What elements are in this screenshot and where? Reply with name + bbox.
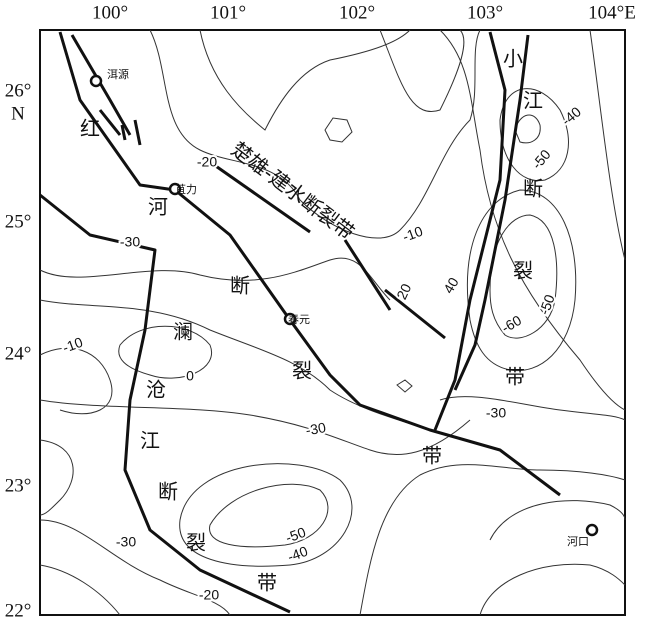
- fault-char: 断: [158, 480, 178, 504]
- contour-label: -20: [199, 587, 219, 603]
- fault-line: [70, 34, 132, 136]
- place-name: 苴力: [175, 183, 197, 196]
- map-frame: [39, 29, 626, 616]
- fault-char: 江: [140, 429, 160, 453]
- place-marker: [168, 182, 182, 196]
- contour: [209, 483, 329, 548]
- fault-char: 沧: [146, 378, 166, 402]
- contour: [118, 325, 213, 379]
- contour: [199, 29, 411, 131]
- contour: [439, 396, 626, 421]
- contour: [149, 29, 481, 239]
- contour-label: -30: [116, 534, 136, 550]
- contour-label: -30: [304, 419, 327, 438]
- contour: [39, 519, 231, 616]
- place-marker: [89, 74, 103, 88]
- fault-line: [453, 34, 530, 391]
- contour: [39, 439, 74, 516]
- lat-label: 23°: [5, 475, 32, 496]
- fault-char: 带: [422, 444, 442, 468]
- contour-label: -30: [120, 234, 140, 250]
- fault-char: 裂: [186, 531, 206, 555]
- lat-label: N: [11, 103, 25, 124]
- place-markers: [89, 74, 599, 537]
- fault-label: 楚雄-建水断裂带: [227, 137, 359, 245]
- place-name: 春元: [288, 313, 310, 326]
- lon-label: 102°: [339, 2, 375, 23]
- lon-label: 101°: [210, 2, 246, 23]
- contour: [39, 564, 121, 616]
- fault-line: [433, 31, 507, 431]
- fault-line: [98, 109, 142, 146]
- contour: [324, 117, 353, 143]
- contour-label: -50: [536, 292, 558, 317]
- contour: [39, 399, 471, 456]
- contour-label: 0: [186, 368, 194, 384]
- contour: [379, 29, 465, 112]
- faults: [39, 31, 561, 614]
- contour: [489, 214, 558, 339]
- contour-label: -50: [528, 146, 553, 172]
- lat-label: 24°: [5, 343, 32, 364]
- fault-line: [343, 239, 392, 311]
- place-marker: [585, 523, 599, 537]
- lon-label: 100°: [92, 2, 128, 23]
- fault-char: 裂: [292, 359, 312, 383]
- contour: [466, 189, 577, 372]
- fault-char: 带: [505, 365, 525, 389]
- contours: [39, 29, 626, 616]
- contour: [479, 563, 626, 616]
- contour-label: 40: [440, 274, 462, 296]
- place-name: 洱源: [107, 67, 129, 81]
- fault-char: 断: [230, 274, 250, 298]
- fault-char: 小: [503, 47, 523, 71]
- fault-line: [39, 193, 291, 614]
- lon-label: 104°E: [588, 2, 636, 23]
- contour: [179, 463, 353, 567]
- place-marker: [283, 312, 297, 326]
- contour-label: -30: [486, 405, 506, 421]
- contour-label: -20: [197, 154, 217, 170]
- fault-char: 带: [257, 571, 277, 595]
- fault-char: 裂: [513, 259, 533, 283]
- fault-line: [209, 160, 311, 234]
- lat-label: 25°: [5, 211, 32, 232]
- contour-label: -50: [283, 524, 308, 546]
- fault-char: 断: [523, 177, 543, 201]
- contour: [489, 500, 626, 541]
- contour: [396, 379, 413, 393]
- fault-char: 红: [80, 117, 100, 141]
- lon-label: 103°: [467, 2, 503, 23]
- fault-char: 澜: [173, 320, 193, 344]
- fault-line: [384, 288, 446, 340]
- contour: [39, 257, 391, 301]
- place-name: 河口: [567, 535, 589, 548]
- contour: [589, 29, 626, 261]
- contour: [514, 114, 541, 144]
- contour: [439, 29, 626, 411]
- contour-label: -10: [60, 334, 85, 356]
- contour-label: -40: [558, 103, 584, 128]
- lat-label: 22°: [5, 600, 32, 621]
- fault-char: 江: [523, 89, 543, 113]
- contour: [39, 347, 113, 415]
- lat-label: 26°: [5, 80, 32, 101]
- fault-char: 河: [148, 195, 168, 219]
- contour: [359, 464, 626, 616]
